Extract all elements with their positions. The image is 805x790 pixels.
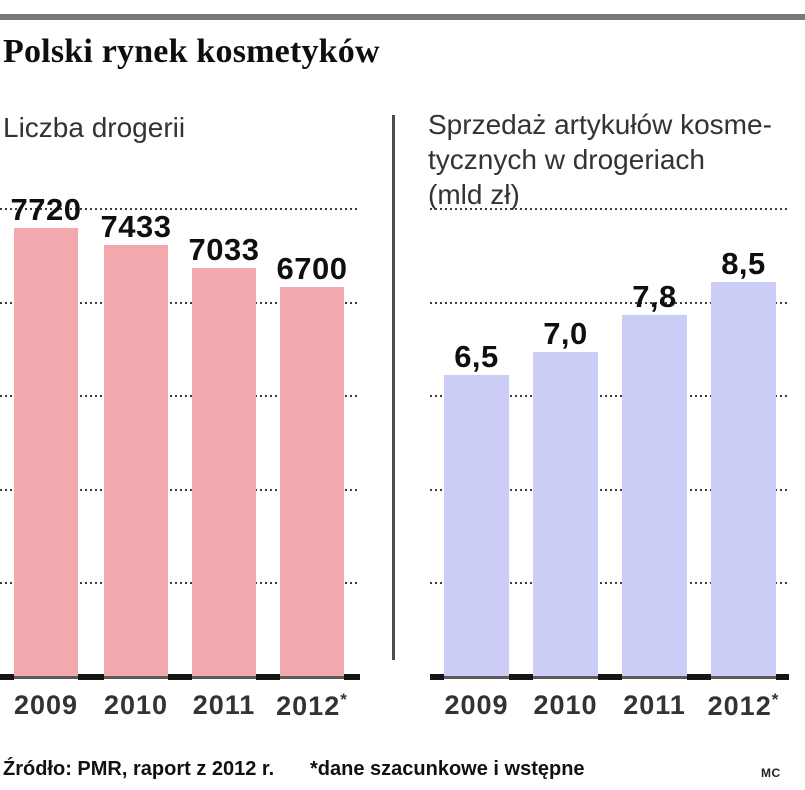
bar-value-label: 6700 — [276, 251, 348, 286]
x-axis-label-text: 2012 — [276, 691, 341, 721]
left-chart-bar-2009 — [14, 228, 78, 678]
x-axis-label-text: 2009 — [13, 690, 79, 720]
left-chart-bar-2012 — [280, 287, 344, 678]
x-axis-label: 2009 — [14, 690, 78, 721]
left-chart-gridline — [0, 582, 359, 584]
author-initials: MC — [761, 766, 781, 780]
x-axis-label-text: 2011 — [623, 690, 686, 720]
right-chart-bar-2009 — [444, 375, 509, 678]
right-chart-gridline — [430, 489, 790, 491]
left-chart-bar-2010 — [104, 245, 168, 678]
right-chart-axis-tick — [776, 674, 789, 680]
left-chart-axis-tick — [256, 674, 280, 680]
right-chart-axis-tick — [598, 674, 622, 680]
bar-value-label: 7433 — [100, 209, 172, 244]
footnote-asterisk: * — [771, 690, 780, 709]
right-chart-gridline — [430, 582, 790, 584]
x-axis-label-text: 2011 — [192, 690, 256, 720]
top-rule — [0, 14, 805, 20]
left-chart-gridline — [0, 208, 359, 210]
right-chart-gridline — [430, 208, 790, 210]
bar-value-label: 8,5 — [721, 246, 766, 281]
x-axis-label-text: 2012 — [707, 691, 772, 721]
right-chart-gridline — [430, 395, 790, 397]
bar-value-label: 6,5 — [454, 339, 499, 374]
right-chart-bar-2012 — [711, 282, 776, 678]
x-axis-label: 2012* — [276, 690, 348, 722]
left-chart-gridline — [0, 395, 359, 397]
right-chart-bar-2011 — [622, 315, 687, 678]
panel-divider — [392, 115, 395, 660]
bar-value-label: 7,0 — [543, 316, 588, 351]
right-chart-title: Sprzedaż artykułów kosme- tycznych w dro… — [428, 109, 772, 210]
left-chart-axis-tick — [78, 674, 104, 680]
right-chart-axis-tick — [430, 674, 444, 680]
x-axis-label: 2010 — [533, 690, 597, 721]
x-axis-label-text: 2010 — [103, 690, 169, 720]
bar-value-label: 7,8 — [632, 279, 677, 314]
bar-value-label: 7720 — [10, 192, 82, 227]
right-chart-axis-tick — [509, 674, 533, 680]
x-axis-label: 2012* — [708, 690, 780, 722]
right-chart-bar-2010 — [533, 352, 598, 678]
right-chart-axis-tick — [687, 674, 711, 680]
left-chart-bar-2011 — [192, 268, 256, 678]
left-chart-axis-tick — [0, 674, 14, 680]
left-chart-axis-tick — [168, 674, 192, 680]
left-chart-axis-tick — [344, 674, 360, 680]
footnote-asterisk: * — [340, 690, 348, 709]
source-note: Źródło: PMR, raport z 2012 r. — [3, 758, 275, 780]
x-axis-label: 2011 — [193, 690, 256, 721]
bar-value-label: 7033 — [188, 232, 260, 267]
x-axis-label: 2011 — [623, 690, 686, 721]
x-axis-label: 2010 — [104, 690, 168, 721]
left-chart-gridline — [0, 489, 359, 491]
estimate-footnote: *dane szacunkowe i wstępne — [310, 758, 585, 780]
x-axis-label-text: 2010 — [533, 690, 598, 720]
left-chart-gridline — [0, 302, 359, 304]
right-chart-gridline — [430, 302, 790, 304]
x-axis-label: 2009 — [444, 690, 508, 721]
left-chart-title: Liczba drogerii — [3, 112, 186, 143]
x-axis-label-text: 2009 — [444, 690, 509, 720]
page-title: Polski rynek kosmetyków — [3, 33, 380, 70]
